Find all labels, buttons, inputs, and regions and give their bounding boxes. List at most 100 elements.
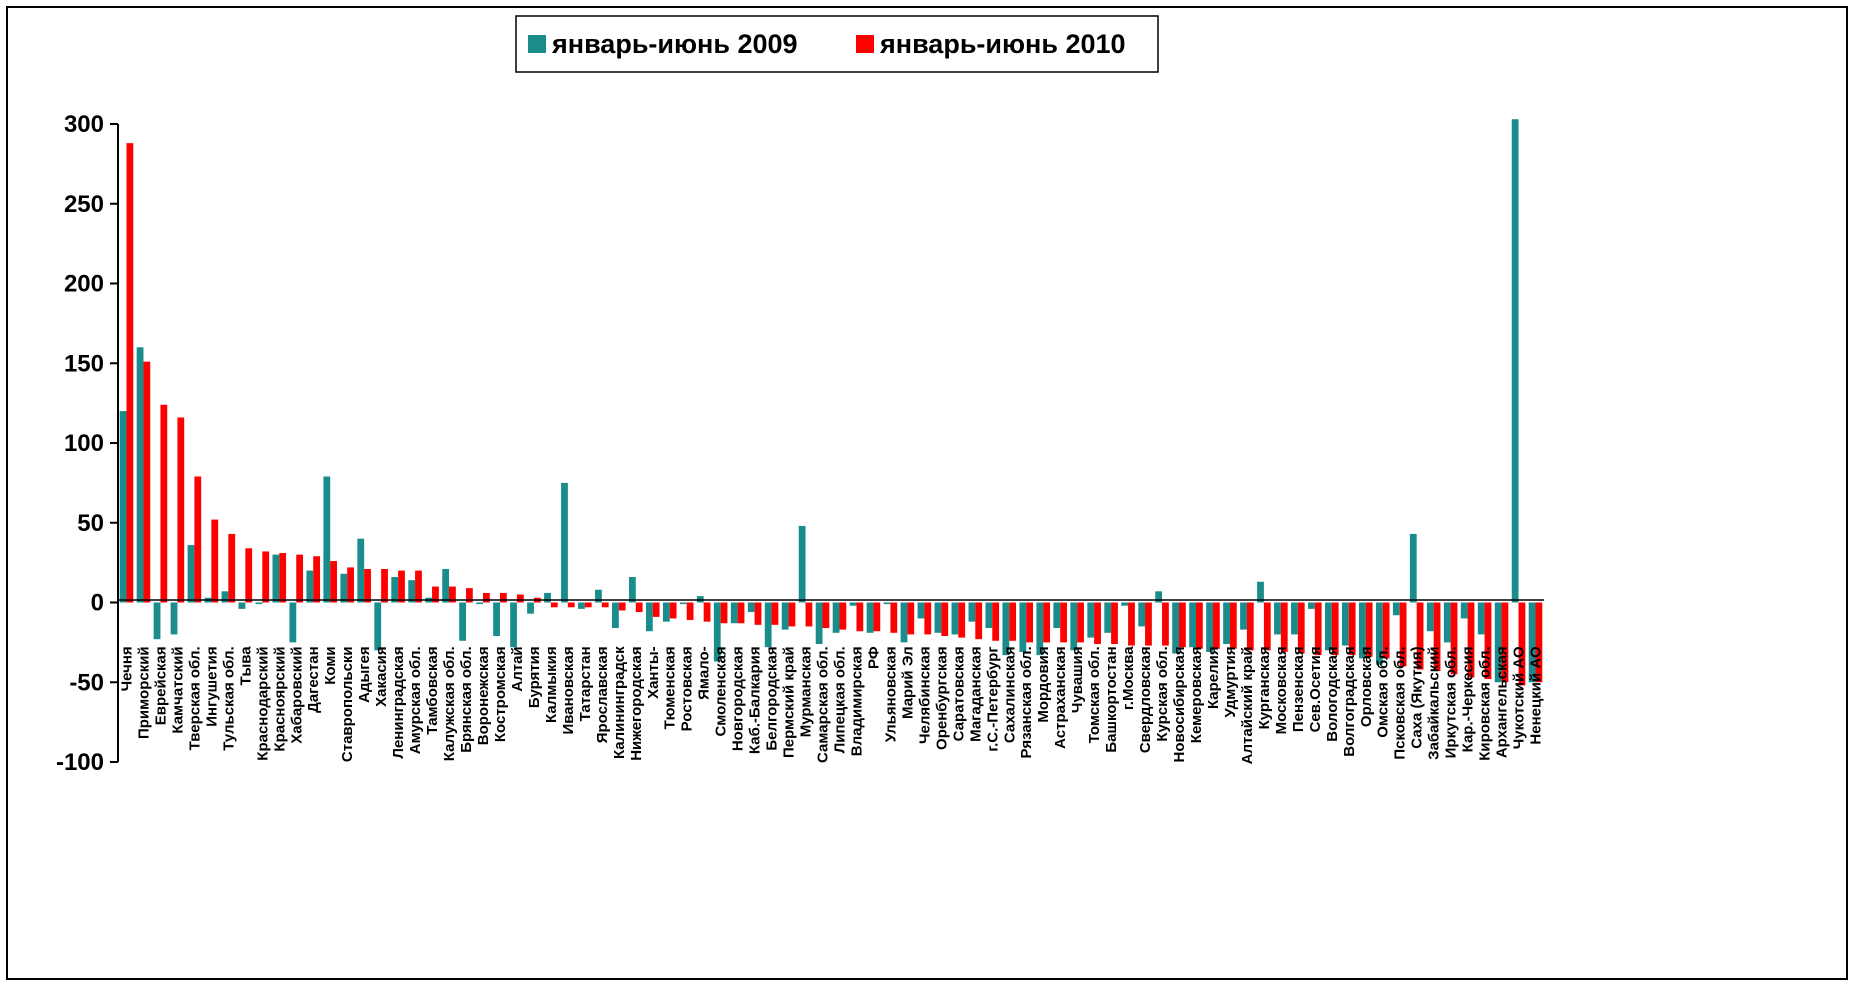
bar-2009 <box>1104 602 1112 633</box>
x-category-label: Кемеровская <box>1188 646 1205 743</box>
bar-2010 <box>1179 602 1186 648</box>
bar-2010 <box>1314 602 1322 656</box>
bar-2010 <box>1212 602 1220 649</box>
x-category-label: Ленинградская <box>390 646 407 758</box>
x-category-label: Ямало- <box>696 646 713 700</box>
bar-2010 <box>1416 602 1424 670</box>
bar-2010 <box>1280 602 1288 652</box>
bar-2009 <box>1392 602 1400 616</box>
bar-2009 <box>408 580 416 603</box>
x-category-label: Саратовская <box>950 646 967 741</box>
x-category-label: Удмуртия <box>1222 646 1239 717</box>
x-category-label: Курганская <box>1256 646 1273 729</box>
bar-2009 <box>289 602 297 643</box>
bar-2009 <box>1358 602 1366 659</box>
x-category-label: Чувашия <box>1069 646 1086 713</box>
bar-2010 <box>1263 602 1271 651</box>
x-category-label: Тамбовская <box>424 646 441 734</box>
bar-2009 <box>900 602 908 643</box>
bar-2009 <box>1511 119 1519 603</box>
x-category-label: Тюменская <box>662 646 679 729</box>
x-category-label: Хабаровский <box>288 646 305 743</box>
bar-2010 <box>1111 602 1118 644</box>
bar-2010 <box>771 602 779 625</box>
x-category-label: Адыгея <box>356 646 373 703</box>
bar-2009 <box>985 602 993 629</box>
bar-2010 <box>381 569 388 603</box>
x-category-label: Кировская обл. <box>1477 646 1494 760</box>
bar-2010 <box>398 570 405 603</box>
bar-2010 <box>856 602 864 632</box>
x-category-label: Мордовия <box>1035 646 1052 722</box>
x-category-label: Татарстан <box>577 646 594 721</box>
bar-2009 <box>238 602 246 609</box>
bar-2009 <box>391 576 399 603</box>
x-category-label: Красноярский <box>271 646 288 751</box>
x-category-label: Ставропольски <box>339 646 356 762</box>
x-category-label: Новгородская <box>730 646 747 751</box>
bar-2010 <box>347 567 354 603</box>
bar-2010 <box>601 602 609 608</box>
bar-2009 <box>493 602 500 636</box>
bar-2009 <box>323 476 331 603</box>
bar-2009 <box>119 411 127 603</box>
bar-2009 <box>832 602 840 633</box>
bar-2010 <box>466 588 473 603</box>
x-category-label: Костромская <box>492 646 509 742</box>
bar-2009 <box>730 602 738 624</box>
x-category-label: Владимирская <box>848 646 865 756</box>
bar-2010 <box>822 602 830 629</box>
bar-2010 <box>686 602 694 621</box>
bar-2010 <box>1009 602 1017 641</box>
bar-2009 <box>1155 591 1163 603</box>
bar-2009 <box>272 554 280 603</box>
bar-2010 <box>669 602 677 619</box>
bar-2009 <box>459 602 467 641</box>
x-category-label: Свердловская <box>1137 646 1154 753</box>
x-category-label: Московская <box>1273 646 1290 734</box>
legend-label-2010: январь-июнь 2010 <box>879 29 1126 59</box>
bar-2010 <box>924 602 932 635</box>
legend-swatch-2010 <box>856 35 874 53</box>
x-category-label: Тверская обл. <box>186 646 203 750</box>
x-category-label: Карелия <box>1205 646 1222 709</box>
bar-2009 <box>679 602 687 605</box>
bar-2010 <box>279 553 287 603</box>
bar-2010 <box>177 417 185 603</box>
bar-2009 <box>1274 602 1281 635</box>
bar-2009 <box>578 602 585 609</box>
bar-2009 <box>781 602 789 630</box>
bar-2010 <box>126 143 134 603</box>
bar-2010 <box>567 602 575 608</box>
bar-2009 <box>1189 602 1196 648</box>
bar-2009 <box>968 602 976 622</box>
bar-2009 <box>136 347 144 603</box>
bar-2010 <box>1450 602 1458 675</box>
x-category-label: г.С.-Петербург <box>984 646 1001 751</box>
bar-2010 <box>1535 602 1543 683</box>
bar-2010 <box>1145 602 1152 646</box>
x-category-label: Каб.-Балкария <box>747 646 764 754</box>
x-category-label: Мурманская <box>798 646 815 737</box>
bar-2009 <box>747 602 755 613</box>
y-tick-label: 300 <box>64 111 104 138</box>
bar-2009 <box>645 602 653 632</box>
x-category-label: Ингушетия <box>203 646 220 726</box>
x-category-label: Краснодарский <box>254 646 271 760</box>
x-category-label: Марий Эл <box>899 646 916 719</box>
bar-2010 <box>245 548 253 603</box>
bar-2009 <box>1087 602 1095 638</box>
y-tick-label: 150 <box>64 350 104 377</box>
x-category-label: Бурятия <box>526 646 543 708</box>
bar-2010 <box>1043 602 1050 643</box>
bar-2009 <box>1036 602 1044 656</box>
bar-2010 <box>550 602 558 608</box>
bar-2010 <box>262 551 270 603</box>
x-category-label: Челябинская <box>916 646 933 744</box>
bar-2010 <box>703 602 711 622</box>
y-tick-label: 50 <box>77 510 104 537</box>
bar-2009 <box>595 589 602 603</box>
x-category-label: Брянская обл. <box>458 646 475 752</box>
x-category-label: Камчатский <box>169 646 186 733</box>
bar-2010 <box>1077 602 1084 643</box>
